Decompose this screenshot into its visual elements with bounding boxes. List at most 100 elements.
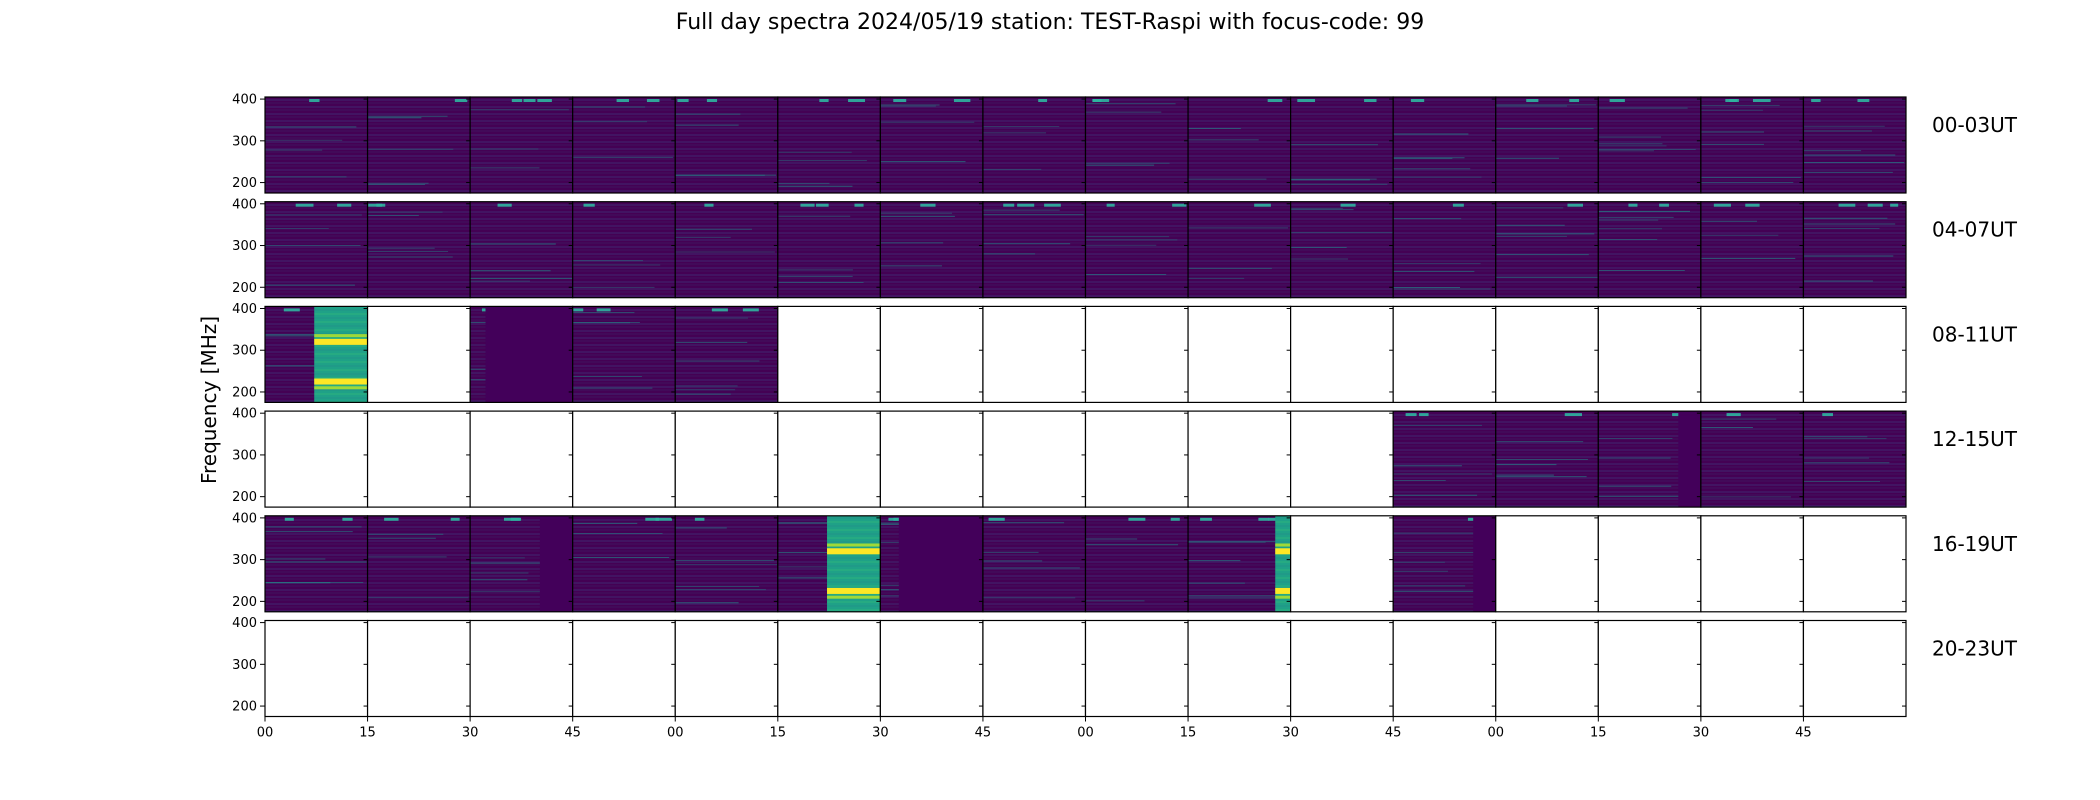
spectrum-panel xyxy=(1700,515,1805,613)
xtick-label: 30 xyxy=(1693,726,1710,741)
spectrum-burst-line xyxy=(314,386,368,390)
spectrum-texture xyxy=(572,97,676,193)
spectrum-panel xyxy=(674,410,779,508)
spectrum-highlight xyxy=(706,99,718,102)
xtick-label: 45 xyxy=(1795,726,1812,741)
spectrum-texture xyxy=(1495,97,1599,193)
spectrum-texture xyxy=(982,201,1086,298)
spectrum-panel xyxy=(572,410,676,508)
spectrum-highlight xyxy=(1569,99,1580,102)
spectrum-highlight xyxy=(1609,99,1625,102)
spectrum-highlight xyxy=(893,99,907,102)
panel-background xyxy=(470,411,573,508)
xtick-label: 45 xyxy=(1385,726,1402,741)
spectrum-panel xyxy=(674,96,779,194)
spectrum-highlight xyxy=(497,203,512,207)
ytick-label: 200 xyxy=(232,595,257,610)
spectrum-highlight xyxy=(342,517,353,521)
panel-background xyxy=(367,411,471,508)
spectrum-panel xyxy=(982,515,1087,613)
spectrum-burst-line xyxy=(827,548,881,555)
panel-background xyxy=(1803,620,1906,717)
spectrum-panel xyxy=(572,619,676,718)
spectrum-panel xyxy=(879,96,984,194)
spectrum-texture xyxy=(1598,97,1701,193)
spectrum-panel xyxy=(1597,305,1702,403)
spectrum-highlight xyxy=(819,99,829,102)
spectrum-highlight xyxy=(523,99,536,102)
spectrum-highlight xyxy=(1726,413,1741,417)
spectrum-panel xyxy=(777,96,881,194)
xtick-label: 00 xyxy=(1077,726,1094,741)
spectrum-highlight xyxy=(711,308,728,312)
spectrum-panel xyxy=(1597,96,1702,194)
panel-background xyxy=(265,620,368,717)
spectrum-highlight xyxy=(454,99,468,102)
ytick-label: 300 xyxy=(232,448,257,463)
spectrum-texture xyxy=(1188,201,1291,298)
spectrum-highlight xyxy=(1659,203,1669,207)
spectrum-burst xyxy=(1275,515,1291,612)
panel-background xyxy=(1393,306,1496,403)
panel-background xyxy=(880,620,983,717)
spectrum-panel xyxy=(264,305,369,403)
panel-background xyxy=(1803,515,1906,612)
spectrum-dark-region xyxy=(1678,411,1701,508)
spectrum-highlight xyxy=(537,99,552,102)
spectrum-panel xyxy=(366,515,471,613)
panel-background xyxy=(265,411,368,508)
spectra-row-16-19UT: 200 300 400 16-19UT xyxy=(232,511,2018,613)
spectrum-panel xyxy=(469,619,574,718)
spectrum-burst-line xyxy=(1275,587,1291,594)
panel-background xyxy=(1495,620,1599,717)
spectrum-panel xyxy=(1290,201,1394,299)
spectrum-highlight xyxy=(953,99,971,102)
spectrum-highlight xyxy=(1410,99,1425,102)
spectrum-texture xyxy=(367,515,471,612)
spectrum-texture xyxy=(982,515,1086,612)
spectrum-panel xyxy=(1597,619,1702,718)
ytick-label: 200 xyxy=(232,385,257,400)
ytick-label: 300 xyxy=(232,344,257,359)
spectrum-highlight xyxy=(1200,517,1212,521)
spectrum-panel xyxy=(1392,201,1497,299)
spectrum-panel xyxy=(469,305,574,403)
spectrum-panel xyxy=(982,305,1087,403)
spectrum-highlight xyxy=(1419,413,1429,417)
spectra-row-12-15UT: 200 300 400 12-15UT xyxy=(232,407,2018,508)
spectrum-highlight xyxy=(704,203,714,207)
spectrum-highlight xyxy=(309,99,320,102)
spectrum-texture xyxy=(367,97,471,193)
panel-background xyxy=(675,411,778,508)
spectrum-highlight xyxy=(1364,99,1377,102)
spectrum-texture xyxy=(1085,201,1189,298)
panel-frame xyxy=(1802,619,1907,718)
spectrum-panel xyxy=(1802,619,1907,718)
spectra-row-00-03UT: 200 300 400 00-03UT xyxy=(232,93,2018,194)
spectrum-highlight xyxy=(1170,517,1180,521)
spectrum-texture xyxy=(1803,411,1906,508)
spectrum-burst-line xyxy=(827,543,881,547)
panel-background xyxy=(1598,620,1701,717)
spectrum-panel xyxy=(572,515,676,613)
spectrum-burst-line xyxy=(1275,548,1291,555)
spectrum-panel xyxy=(1597,201,1702,299)
spectrum-burst-line xyxy=(827,595,881,599)
spectrum-highlight xyxy=(1267,99,1283,102)
spectrum-highlight xyxy=(1128,517,1146,521)
spectrum-highlight xyxy=(1452,203,1464,207)
ytick-label: 400 xyxy=(232,616,257,631)
spectrum-panel xyxy=(1187,619,1292,718)
spectrum-texture xyxy=(777,201,881,298)
panel-background xyxy=(1188,306,1291,403)
panel-background xyxy=(982,306,1086,403)
spectrum-panel xyxy=(1290,515,1394,613)
spectrum-highlight xyxy=(450,517,460,521)
row-label: 00-03UT xyxy=(1932,113,2018,137)
panel-background xyxy=(1085,620,1189,717)
spectrum-panel xyxy=(674,619,779,718)
ytick-label: 400 xyxy=(232,302,257,317)
spectrum-panel xyxy=(1290,619,1394,718)
spectrum-texture xyxy=(1290,201,1394,298)
spectrum-highlight xyxy=(742,308,759,312)
